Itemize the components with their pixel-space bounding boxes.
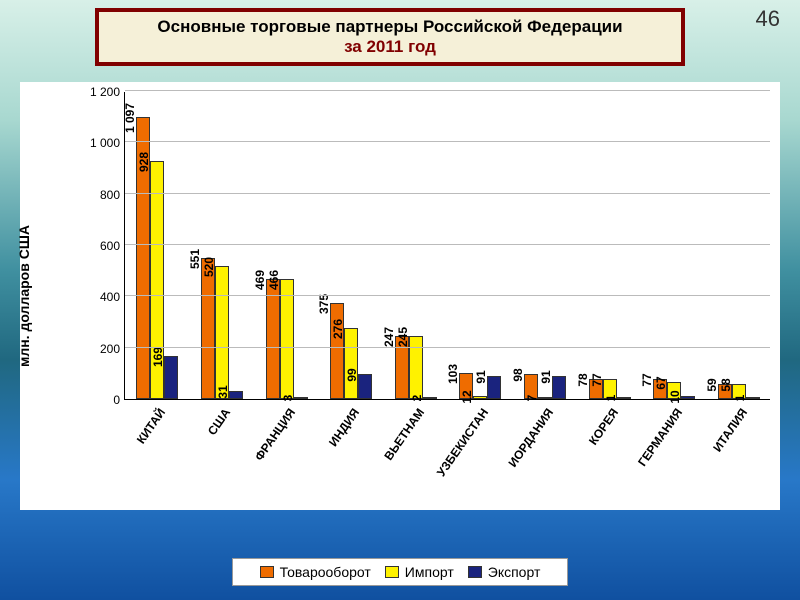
y-tick: 600 — [80, 239, 120, 253]
y-tick: 400 — [80, 290, 120, 304]
bar-value-label: 1 097 — [123, 103, 137, 133]
bar-value-label: 928 — [137, 152, 151, 172]
x-tick-label: ИТАЛИЯ — [710, 406, 750, 455]
bar-value-label: 67 — [654, 376, 668, 389]
bar: 469 — [266, 279, 280, 399]
chart: млн. долларов США 02004006008001 0001 20… — [20, 82, 780, 510]
y-tick: 1 200 — [80, 85, 120, 99]
x-tick-label: ФРАНЦИЯ — [251, 406, 297, 464]
legend: Товарооборот Импорт Экспорт — [232, 558, 568, 586]
bar: 551 — [201, 258, 215, 399]
bar: 10 — [681, 396, 695, 399]
bar-value-label: 91 — [539, 370, 553, 383]
bar: 1 — [746, 397, 760, 399]
x-tick-label: США — [205, 406, 233, 438]
bar: 31 — [229, 391, 243, 399]
bar-value-label: 375 — [317, 294, 331, 314]
bar: 375 — [330, 303, 344, 399]
bar: 2 — [423, 397, 437, 399]
bar-value-label: 78 — [576, 373, 590, 386]
x-tick-label: УЗБЕКИСТАН — [434, 406, 491, 479]
title-line1: Основные торговые партнеры Российской Фе… — [157, 17, 622, 37]
legend-swatch — [385, 566, 399, 578]
bar: 245 — [409, 336, 423, 399]
y-tick: 200 — [80, 342, 120, 356]
x-tick-label: ИНДИЯ — [326, 406, 362, 449]
bar: 91 — [487, 376, 501, 399]
bar-value-label: 245 — [396, 327, 410, 347]
x-tick-label: ГЕРМАНИЯ — [635, 406, 685, 469]
bar-value-label: 91 — [474, 370, 488, 383]
legend-swatch — [468, 566, 482, 578]
bar-value-label: 77 — [640, 374, 654, 387]
bars-area: 1 09792816955152031469466337527699247245… — [125, 92, 770, 399]
legend-label: Экспорт — [488, 564, 541, 580]
y-axis: 02004006008001 0001 200 — [80, 92, 120, 400]
legend-item: Товарооборот — [260, 564, 371, 580]
legend-label: Импорт — [405, 564, 454, 580]
bar: 99 — [358, 374, 372, 399]
x-tick-label: КИТАЙ — [134, 406, 168, 447]
bar: 520 — [215, 266, 229, 399]
y-tick: 0 — [80, 393, 120, 407]
gridline — [125, 193, 770, 194]
x-tick-label: ВЬЕТНАМ — [381, 406, 427, 463]
legend-item: Импорт — [385, 564, 454, 580]
bar-value-label: 7 — [525, 395, 539, 402]
bar-value-label: 58 — [719, 378, 733, 391]
bar-value-label: 169 — [151, 347, 165, 367]
bar-value-label: 103 — [446, 364, 460, 384]
bar-value-label: 1 — [604, 395, 618, 402]
bar-value-label: 276 — [331, 319, 345, 339]
bar-value-label: 3 — [281, 395, 295, 402]
bar-value-label: 31 — [216, 385, 230, 398]
y-axis-label: млн. долларов США — [16, 225, 32, 367]
bar: 3 — [294, 397, 308, 399]
bar-value-label: 1 — [733, 395, 747, 402]
x-tick-label: КОРЕЯ — [586, 406, 621, 448]
bar: 169 — [164, 356, 178, 399]
title-box: Основные торговые партнеры Российской Фе… — [95, 8, 685, 66]
bar: 276 — [344, 328, 358, 399]
y-tick: 800 — [80, 188, 120, 202]
legend-item: Экспорт — [468, 564, 541, 580]
gridline — [125, 347, 770, 348]
bar-value-label: 2 — [410, 395, 424, 402]
bar: 1 — [617, 397, 631, 399]
bar-value-label: 77 — [590, 374, 604, 387]
bar-value-label: 59 — [705, 378, 719, 391]
title-line2: за 2011 год — [344, 37, 436, 57]
bar-value-label: 98 — [511, 368, 525, 381]
gridline — [125, 244, 770, 245]
gridline — [125, 295, 770, 296]
y-tick: 1 000 — [80, 136, 120, 150]
gridline — [125, 141, 770, 142]
bar: 91 — [552, 376, 566, 399]
bar: 7 — [538, 397, 552, 399]
page-number: 46 — [756, 6, 780, 32]
bar-value-label: 99 — [345, 368, 359, 381]
x-axis-labels: КИТАЙ США ФРАНЦИЯ ИНДИЯ ВЬЕТНАМУЗБЕКИСТАН ИОР… — [124, 402, 770, 510]
legend-swatch — [260, 566, 274, 578]
bar-value-label: 551 — [188, 249, 202, 269]
bar-value-label: 469 — [253, 270, 267, 290]
bar-value-label: 247 — [382, 327, 396, 347]
plot-area: 1 09792816955152031469466337527699247245… — [124, 92, 770, 400]
bar: 466 — [280, 279, 294, 399]
bar-value-label: 466 — [267, 270, 281, 290]
legend-label: Товарооборот — [280, 564, 371, 580]
x-tick-label: ИОРДАНИЯ — [505, 406, 556, 470]
bar: 12 — [473, 396, 487, 399]
bar-value-label: 520 — [202, 257, 216, 277]
gridline — [125, 90, 770, 91]
